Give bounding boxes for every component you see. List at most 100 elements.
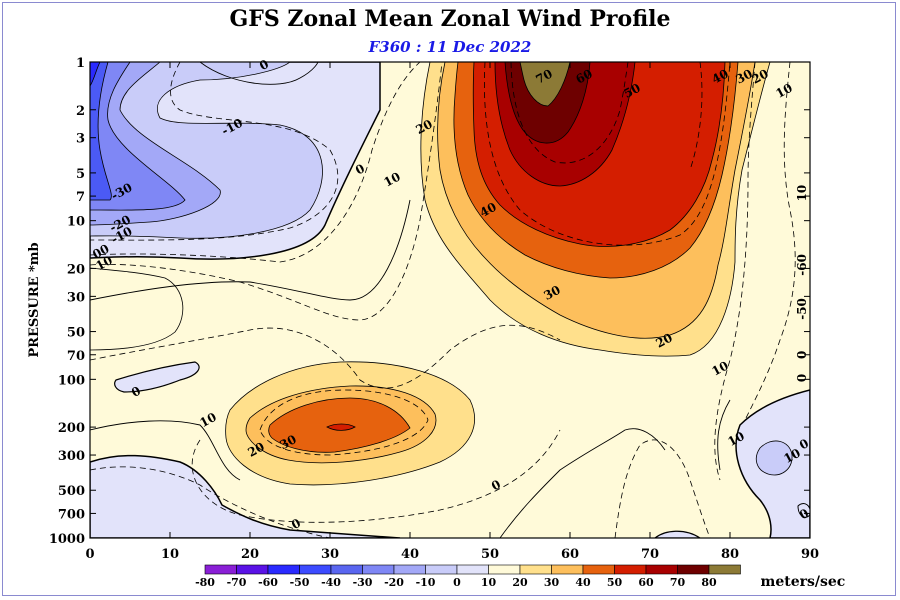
contour-label: 40 (709, 66, 730, 86)
field-neg50-neg40 (90, 62, 112, 201)
x-tick-label: 40 (401, 547, 419, 562)
field-neg10-0-lower-left (90, 454, 401, 538)
colorbar-swatch (393, 564, 426, 575)
y-tick-label: 1 (76, 56, 85, 71)
contour-label: 70 (533, 66, 554, 86)
contour-label: 60 (573, 66, 594, 86)
contour-label: 30 (733, 66, 754, 86)
colorbar: -80 -70 -60 -50 -40 -30 -20 -10 0 10 20 30 40 50 60 70 8… (195, 564, 846, 590)
y-tick-label: 200 (58, 421, 85, 436)
contour-label: 0 (795, 374, 809, 382)
colorbar-swatch (582, 564, 615, 575)
colorbar-swatch (456, 564, 489, 575)
colorbar-swatch (708, 564, 741, 575)
colorbar-level-label: -40 (321, 576, 341, 589)
chart-subtitle: F360 : 11 Dec 2022 (368, 38, 532, 56)
colorbar-level-label: 60 (638, 576, 654, 589)
x-tick-label: 60 (561, 547, 579, 562)
colorbar-swatch (677, 564, 710, 575)
dashed-contour (90, 324, 561, 389)
field-40-50-jet (326, 423, 356, 431)
colorbar-level-label: -20 (384, 576, 404, 589)
y-tick-label: 500 (58, 484, 85, 499)
y-axis-label: PRESSURE *mb (27, 242, 42, 357)
colorbar-swatch (645, 564, 678, 575)
contour-label: 20 (749, 66, 770, 86)
colorbar-level-label: 70 (670, 576, 686, 589)
colorbar-level-label: -30 (353, 576, 373, 589)
colorbar-level-label: -50 (290, 576, 310, 589)
field-0-10-bulge (90, 267, 184, 351)
colorbar-swatch (425, 564, 458, 575)
x-tick-label: 50 (481, 547, 499, 562)
colorbar-level-label: -80 (195, 576, 215, 589)
field-neg20-neg10-lower-right (755, 440, 793, 476)
x-tick-label: 70 (641, 547, 659, 562)
solid-contour (90, 199, 411, 301)
colorbar-units: meters/sec (761, 574, 846, 590)
contour-label: -60 (795, 254, 809, 276)
colorbar-swatch (551, 564, 584, 575)
contour-label: 10 (93, 253, 114, 273)
y-tick-label: 1000 (49, 532, 85, 547)
dashed-contour (90, 62, 443, 321)
colorbar-swatch (488, 564, 521, 575)
colorbar-level-label: -70 (227, 576, 247, 589)
contour-label: 10 (197, 410, 218, 430)
dashed-contour (259, 389, 429, 456)
y-tick-label: 10 (67, 215, 85, 230)
dashed-contours (90, 62, 796, 538)
colorbar-level-label: 0 (453, 576, 461, 589)
contour-fields (90, 62, 810, 538)
dashed-contour (90, 466, 331, 538)
colorbar-swatch (299, 564, 332, 575)
plot-border (89, 61, 811, 539)
dashed-contour (510, 62, 629, 164)
colorbar-level-label: 50 (607, 576, 623, 589)
colorbar-swatch (204, 564, 237, 575)
colorbar-swatch (236, 564, 269, 575)
contour-label: 0 (795, 351, 809, 359)
solid-contour (499, 428, 666, 538)
contour-label: 30 (541, 283, 562, 303)
x-tick-label: 0 (85, 547, 94, 562)
colorbar-swatch (519, 564, 552, 575)
colorbar-level-label: 30 (544, 576, 560, 589)
colorbar-level-label: 80 (701, 576, 717, 589)
contour-label: 20 (245, 440, 266, 460)
field-neg10-0-blob (114, 361, 200, 393)
y-tick-label: 70 (67, 349, 85, 364)
x-axis: 0 10 20 30 40 50 60 70 80 90 (85, 62, 819, 562)
x-tick-label: 80 (721, 547, 739, 562)
dashed-contour (191, 429, 561, 523)
dashed-contour (90, 62, 421, 263)
field-neg40-neg30 (90, 62, 186, 211)
y-tick-label: 50 (67, 326, 85, 341)
colorbar-swatch (362, 564, 395, 575)
contour-label: 10 (725, 429, 746, 449)
dashed-contour (689, 62, 703, 171)
solid-contour (199, 62, 319, 85)
solid-contour (90, 420, 241, 481)
contour-label: 10 (709, 358, 730, 378)
x-tick-label: 90 (801, 547, 819, 562)
colorbar-level-label: -60 (258, 576, 278, 589)
chart-title: GFS Zonal Mean Zonal Wind Profile (229, 6, 671, 32)
contour-label: 50 (621, 81, 642, 101)
dashed-contour (90, 62, 339, 241)
solid-contours (90, 62, 731, 538)
contour-label: 10 (781, 446, 802, 466)
x-tick-label: 10 (161, 547, 179, 562)
dashed-contour (484, 62, 731, 246)
contour-label: 10 (773, 81, 794, 101)
y-tick-label: 700 (58, 507, 85, 522)
solid-contour (717, 399, 731, 471)
contour-label: 40 (477, 200, 498, 220)
colorbar-swatch (330, 564, 363, 575)
contour-label: 30 (277, 432, 298, 452)
contour-label: 20 (653, 331, 674, 351)
contour-label: 20 (413, 117, 434, 137)
dashed-contour (614, 439, 711, 538)
